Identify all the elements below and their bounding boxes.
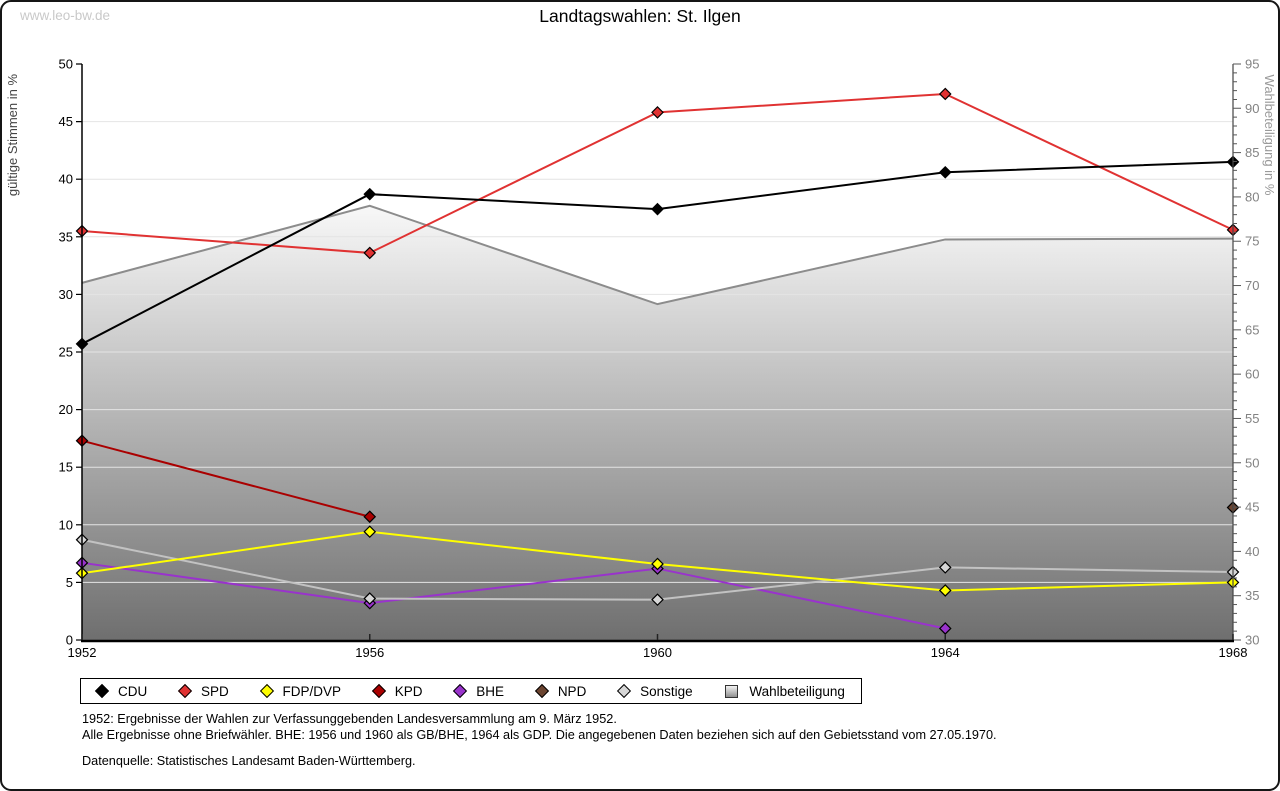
legend-marker-wahlbeteiligung-square-icon — [725, 684, 739, 698]
legend-marker-bhe-diamond-icon — [453, 683, 468, 699]
marker-cdu-1960 — [651, 202, 664, 216]
right-tick-label-60: 60 — [1245, 367, 1259, 382]
legend-marker-npd-diamond-icon — [534, 683, 549, 699]
right-tick-label-45: 45 — [1245, 500, 1259, 515]
legend-label-bhe: BHE — [476, 683, 505, 699]
right-tick-label-55: 55 — [1245, 411, 1259, 426]
left-tick-label-35: 35 — [59, 229, 73, 244]
watermark: www.leo-bw.de — [20, 8, 111, 23]
series-line-kpd — [81, 439, 371, 518]
legend-item-sonstige: Sonstige — [617, 683, 693, 699]
legend-label-wahlbeteiligung: Wahlbeteiligung — [749, 683, 845, 699]
marker-sonstige-1956 — [363, 592, 377, 605]
right-tick-label-95: 95 — [1245, 57, 1259, 72]
marker-spd-1956 — [363, 246, 377, 260]
year-label-1964: 1964 — [931, 645, 960, 660]
legend-marker-kpd-diamond-icon — [371, 683, 386, 699]
right-tick-label-35: 35 — [1245, 588, 1259, 603]
marker-kpd-1956 — [363, 510, 377, 524]
marker-spd-1964 — [938, 87, 952, 101]
legend-item-fdp-dvp: FDP/DVP — [259, 683, 342, 699]
left-tick-label-50: 50 — [59, 57, 73, 72]
left-tick-label-25: 25 — [59, 345, 73, 360]
left-tick-label-40: 40 — [59, 172, 73, 187]
legend-item-kpd: KPD — [371, 683, 423, 699]
legend-label-kpd: KPD — [394, 683, 423, 699]
legend-item-npd: NPD — [534, 683, 587, 699]
year-label-1968: 1968 — [1219, 645, 1248, 660]
marker-cdu-1956 — [363, 187, 377, 201]
footnote-source: Datenquelle: Statistisches Landesamt Bad… — [82, 754, 416, 768]
legend-label-spd: SPD — [201, 683, 229, 699]
legend-label-sonstige: Sonstige — [640, 683, 693, 699]
legend-label-cdu: CDU — [118, 683, 148, 699]
left-tick-label-0: 0 — [66, 633, 73, 648]
series-line-bhe — [81, 561, 946, 630]
legend-item-bhe: BHE — [453, 683, 505, 699]
legend-label-npd: NPD — [557, 683, 587, 699]
marker-spd-1960 — [651, 106, 664, 119]
legend-label-fdp-dvp: FDP/DVP — [282, 683, 342, 699]
right-tick-label-90: 90 — [1245, 101, 1259, 116]
left-tick-label-5: 5 — [66, 575, 73, 590]
right-tick-label-85: 85 — [1245, 145, 1259, 160]
legend-item-spd: SPD — [177, 683, 229, 699]
left-tick-label-45: 45 — [59, 114, 73, 129]
year-label-1952: 1952 — [68, 645, 97, 660]
left-axis-title: gültige Stimmen in % — [5, 74, 20, 197]
turnout-edge-line — [81, 204, 1234, 306]
legend-marker-cdu-diamond-icon — [94, 683, 110, 699]
right-tick-label-75: 75 — [1245, 234, 1259, 249]
right-tick-label-30: 30 — [1245, 633, 1259, 648]
legend-item-cdu: CDU — [94, 683, 148, 699]
marker-cdu-1964 — [938, 165, 952, 179]
right-tick-label-65: 65 — [1245, 322, 1259, 337]
legend-marker-fdp-dvp-diamond-icon — [259, 683, 274, 699]
chart-footnotes: 1952: Ergebnisse der Wahlen zur Verfassu… — [82, 711, 1222, 769]
footnote-line-2: Alle Ergebnisse ohne Briefwähler. BHE: 1… — [82, 728, 997, 742]
right-tick-label-70: 70 — [1245, 278, 1259, 293]
year-label-1956: 1956 — [355, 645, 384, 660]
right-tick-label-40: 40 — [1245, 544, 1259, 559]
marker-fdp-dvp-1964 — [938, 584, 952, 597]
legend-item-wahlbeteiligung: Wahlbeteiligung — [725, 684, 845, 699]
right-tick-label-80: 80 — [1245, 189, 1259, 204]
marker-fdp-dvp-1960 — [651, 557, 664, 571]
left-tick-label-20: 20 — [59, 402, 73, 417]
chart-title: Landtagswahlen: St. Ilgen — [539, 6, 741, 26]
left-tick-label-15: 15 — [59, 460, 73, 475]
marker-sonstige-1964 — [938, 561, 952, 574]
marker-sonstige-1960 — [651, 593, 664, 607]
left-tick-label-30: 30 — [59, 287, 73, 302]
footnote-line-1: 1952: Ergebnisse der Wahlen zur Verfassu… — [82, 712, 617, 726]
right-tick-label-50: 50 — [1245, 455, 1259, 470]
left-tick-label-10: 10 — [59, 517, 73, 532]
legend-marker-spd-diamond-icon — [177, 683, 193, 699]
right-axis-title: Wahlbeteiligung in % — [1262, 75, 1277, 196]
chart-legend: CDU SPD FDP/DVP KPD BHE NPD Sonstige Wahlbeteil… — [80, 678, 862, 704]
legend-marker-sonstige-diamond-icon — [617, 683, 632, 699]
marker-fdp-dvp-1956 — [363, 525, 377, 539]
marker-bhe-1964 — [938, 622, 952, 635]
year-label-1960: 1960 — [643, 645, 672, 660]
